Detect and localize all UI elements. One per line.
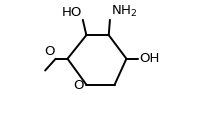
Text: HO: HO	[61, 6, 81, 19]
Text: OH: OH	[139, 52, 159, 65]
Text: O: O	[72, 79, 83, 92]
Text: NH$_2$: NH$_2$	[111, 4, 137, 19]
Text: O: O	[44, 45, 54, 58]
